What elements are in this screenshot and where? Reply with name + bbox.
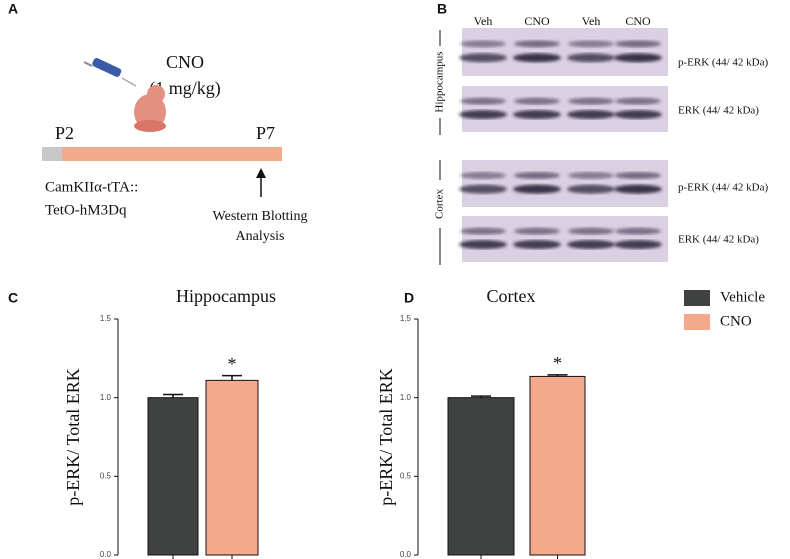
lane-label: Veh	[474, 14, 493, 28]
band	[615, 40, 661, 48]
legend-swatch	[684, 290, 710, 306]
bar	[147, 397, 199, 556]
treatment: CNO	[166, 52, 204, 72]
band	[614, 110, 662, 120]
blot-label: ERK (44/ 42 kDa)	[678, 234, 759, 246]
y-tick-label: 1.0	[400, 393, 412, 402]
y-tick-label: 0.0	[100, 550, 112, 559]
lane-label: CNO	[524, 14, 550, 28]
band	[568, 227, 614, 235]
timeline-pre	[42, 147, 62, 161]
panel-letter: C	[8, 290, 18, 306]
bar	[447, 397, 515, 556]
band	[567, 110, 615, 120]
panel-letter: D	[404, 290, 414, 306]
bar	[529, 375, 586, 556]
legend-swatch	[684, 314, 710, 330]
band	[459, 240, 507, 250]
y-tick-label: 1.5	[400, 314, 412, 323]
blot	[462, 216, 668, 262]
band	[459, 53, 507, 63]
significance: *	[553, 353, 562, 373]
legend-label: Vehicle	[720, 289, 765, 305]
blot-label: ERK (44/ 42 kDa)	[678, 105, 759, 117]
band	[460, 97, 506, 105]
region-label: Cortex	[434, 189, 446, 219]
blot-label: p-ERK (44/ 42 kDa)	[678, 182, 768, 194]
y-tick-label: 0.5	[100, 471, 112, 480]
lane-label: Veh	[582, 14, 601, 28]
pup-icon	[134, 85, 166, 132]
analysis: Analysis	[236, 229, 285, 244]
y-axis-label: p-ERK/ Total ERK	[63, 368, 83, 505]
timeline	[62, 147, 282, 161]
band	[567, 240, 615, 250]
band	[513, 240, 561, 250]
band	[568, 172, 614, 180]
band	[460, 172, 506, 180]
region-label: Hippocampus	[434, 51, 446, 112]
y-axis-label: p-ERK/ Total ERK	[376, 368, 396, 505]
dose: (1 mg/kg)	[149, 78, 221, 99]
band	[513, 53, 561, 63]
band	[568, 40, 614, 48]
band	[614, 53, 662, 63]
band	[614, 184, 662, 194]
band	[459, 110, 507, 120]
bar	[205, 379, 259, 556]
y-tick-label: 0.0	[400, 550, 412, 559]
lane-label: CNO	[625, 14, 651, 28]
timeline-start: P2	[55, 123, 74, 143]
y-tick-label: 1.5	[100, 314, 112, 323]
band	[514, 40, 560, 48]
syringe-icon	[83, 58, 137, 87]
band	[459, 184, 507, 194]
band	[567, 53, 615, 63]
chart-title: Hippocampus	[176, 286, 276, 306]
band	[614, 240, 662, 250]
band	[513, 110, 561, 120]
significance: *	[228, 354, 237, 374]
band	[514, 227, 560, 235]
arrow	[256, 168, 266, 197]
genotype: CamKIIα-tTA::	[45, 179, 138, 195]
band	[514, 172, 560, 180]
analysis: Western Blotting	[213, 209, 308, 224]
blot-label: p-ERK (44/ 42 kDa)	[678, 57, 768, 69]
chart-title: Cortex	[487, 286, 536, 306]
band	[568, 97, 614, 105]
genotype: TetO-hM3Dq	[45, 202, 127, 218]
blot	[462, 86, 668, 132]
legend-label: CNO	[720, 313, 752, 329]
band	[615, 227, 661, 235]
band	[514, 97, 560, 105]
timeline-end: P7	[256, 123, 275, 143]
band	[513, 184, 561, 194]
band	[567, 184, 615, 194]
panel-letter: A	[8, 1, 18, 17]
band	[460, 40, 506, 48]
y-tick-label: 1.0	[100, 393, 112, 402]
band	[615, 97, 661, 105]
blot	[462, 160, 668, 207]
y-tick-label: 0.5	[400, 471, 412, 480]
band	[615, 172, 661, 180]
panel-letter: B	[437, 1, 447, 17]
band	[460, 227, 506, 235]
blot	[462, 28, 668, 76]
blots	[459, 28, 668, 262]
